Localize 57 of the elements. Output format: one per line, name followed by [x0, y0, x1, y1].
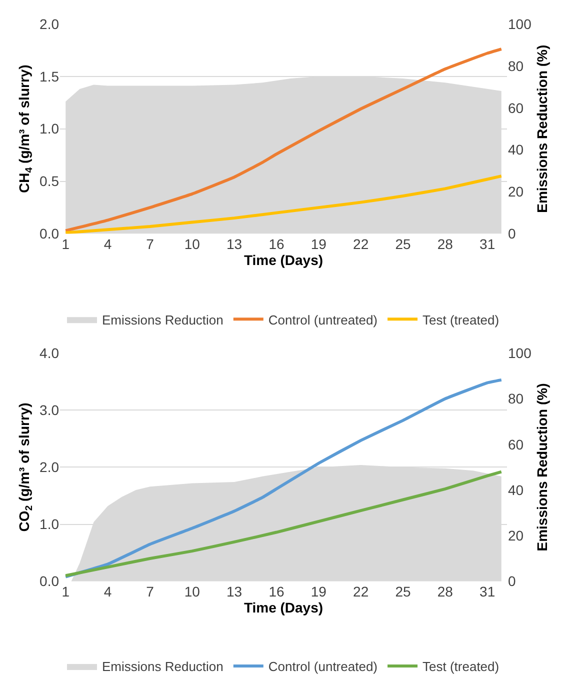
legend-label: Control (untreated) — [268, 312, 378, 328]
y2-tick-label: 0 — [508, 573, 516, 590]
legend-label: Test (treated) — [422, 659, 500, 674]
y2-tick-label: 80 — [508, 58, 524, 74]
y2-tick-label: 60 — [508, 100, 524, 116]
x-axis-title: Time (Days) — [244, 600, 324, 616]
x-axis-title: Time (Days) — [244, 252, 324, 268]
x-tick-label: 31 — [480, 583, 496, 600]
y-tick-label: 1.0 — [40, 120, 60, 137]
y-tick-label: 1.0 — [40, 516, 60, 532]
legend-label: Control (untreated) — [268, 659, 378, 674]
y-tick-label: 3.0 — [40, 402, 60, 418]
x-tick-label: 25 — [395, 583, 411, 600]
x-tick-label: 19 — [310, 236, 327, 252]
y2-axis-title: Emissions Reduction (%) — [534, 383, 550, 552]
y-tick-label: 2.0 — [40, 16, 60, 32]
legend-label: Emissions Reduction — [102, 312, 224, 328]
y2-axis-title: Emissions Reduction (%) — [534, 44, 550, 213]
x-tick-label: 13 — [226, 236, 242, 252]
x-tick-label: 7 — [146, 236, 154, 252]
y-tick-label: 1.5 — [40, 68, 60, 84]
x-tick-label: 25 — [395, 236, 411, 252]
x-tick-label: 1 — [62, 583, 70, 600]
y-tick-label: 0.0 — [40, 573, 60, 590]
legend-label: Emissions Reduction — [102, 659, 224, 674]
x-tick-label: 10 — [184, 583, 200, 600]
x-tick-label: 1 — [62, 236, 70, 252]
y2-tick-label: 40 — [508, 142, 524, 158]
legend-label: Test (treated) — [422, 312, 500, 328]
y2-tick-label: 80 — [508, 390, 524, 407]
x-tick-label: 4 — [104, 236, 112, 252]
x-tick-label: 16 — [268, 583, 284, 600]
x-tick-label: 31 — [480, 236, 496, 252]
x-tick-label: 28 — [437, 236, 454, 252]
y-tick-label: 0.0 — [40, 226, 60, 242]
x-tick-label: 22 — [353, 236, 369, 252]
y2-tick-label: 0 — [508, 226, 516, 242]
x-tick-label: 13 — [226, 583, 242, 600]
y2-tick-label: 20 — [508, 184, 524, 200]
y-tick-label: 2.0 — [40, 459, 60, 476]
y2-tick-label: 100 — [508, 16, 532, 32]
y-tick-label: 4.0 — [40, 345, 60, 362]
x-tick-label: 7 — [146, 583, 154, 600]
y2-tick-label: 60 — [508, 436, 524, 452]
y-tick-label: 0.5 — [40, 173, 60, 190]
y2-tick-label: 40 — [508, 482, 524, 498]
x-tick-label: 4 — [104, 583, 112, 600]
line-series — [64, 378, 503, 578]
x-tick-label: 10 — [184, 236, 200, 252]
x-tick-label: 19 — [310, 583, 327, 600]
y2-tick-label: 100 — [508, 345, 532, 362]
x-tick-label: 28 — [437, 583, 454, 600]
line-series — [64, 174, 503, 234]
line-series — [64, 48, 503, 232]
x-tick-label: 16 — [268, 236, 284, 252]
y2-tick-label: 20 — [508, 528, 524, 544]
x-tick-label: 22 — [353, 583, 369, 600]
